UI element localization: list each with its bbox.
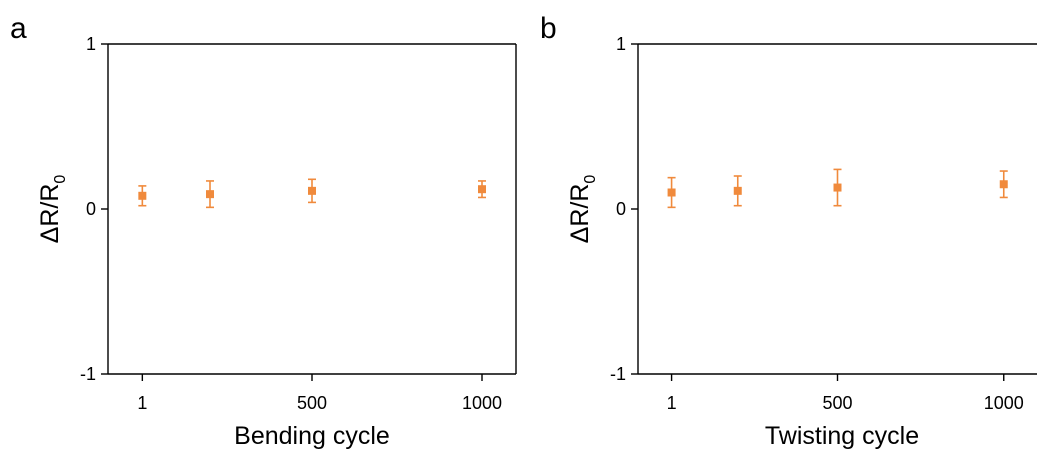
panel-b-y-axis-title: ΔR/R0 xyxy=(566,175,599,244)
panel-a-plot: 1 0 -1 1 500 1000 xyxy=(80,34,517,413)
panel-a-letter: a xyxy=(10,12,27,45)
panel-a-y-tick-label: 1 xyxy=(86,34,96,54)
panel-b-letter: b xyxy=(540,12,557,45)
panel-a-x-tick-label: 1 xyxy=(137,393,147,413)
panel-b-data-point xyxy=(833,183,842,192)
panel-b-y-axis-title-subscript: 0 xyxy=(582,175,599,184)
panel-a-x-tick-label: 500 xyxy=(297,393,327,413)
panel-b: b 10-11 500 1000 Twisting cycle ΔR/R0 xyxy=(540,12,1037,450)
panel-a-x-axis-title: Bending cycle xyxy=(234,422,390,450)
panel-b-y-axis-title-main: ΔR/R xyxy=(566,184,594,244)
panel-b-x-tick-label: 1000 xyxy=(984,393,1024,413)
panel-b-y-tick-label: 0 xyxy=(616,199,626,219)
panel-b-x-axis-title: Twisting cycle xyxy=(765,422,919,450)
panel-a-data-point xyxy=(308,186,316,195)
panel-b-data-point xyxy=(667,188,676,197)
panel-a-y-tick-label: -1 xyxy=(80,364,96,384)
panel-b-plot: 1 0 -1 1 500 1000 xyxy=(610,34,1037,413)
panel-b-x-tick-label: 1 xyxy=(667,393,677,413)
panel-a: a 10-11 500 1000 Bending cycle ΔR/R0 xyxy=(10,12,517,450)
panel-b-data-point xyxy=(733,186,742,195)
panel-a-data-point xyxy=(206,190,214,199)
panel-a-y-tick-label: 0 xyxy=(86,199,96,219)
panel-a-x-tick-label: 1000 xyxy=(462,393,502,413)
panel-a-y-axis-title-main: ΔR/R xyxy=(36,184,64,244)
panel-b-y-tick-label: 1 xyxy=(616,34,626,54)
panel-a-data-point xyxy=(138,191,147,200)
panel-a-y-axis-title-subscript: 0 xyxy=(52,175,69,184)
panel-a-data-point xyxy=(478,185,486,194)
panel-b-x-tick-label: 500 xyxy=(822,393,852,413)
panel-b-data-point xyxy=(999,180,1008,189)
panel-a-y-axis-title: ΔR/R0 xyxy=(36,175,69,244)
panel-b-y-tick-label: -1 xyxy=(610,364,626,384)
